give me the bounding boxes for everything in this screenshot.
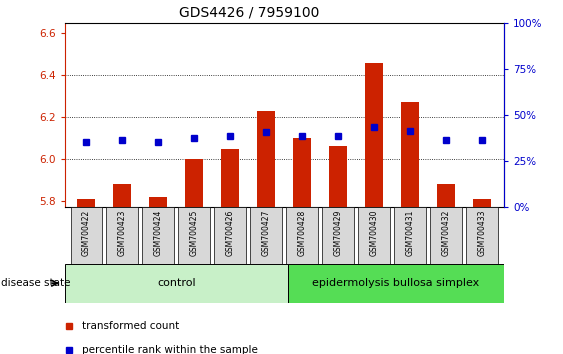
Bar xyxy=(431,207,462,264)
Text: GSM700433: GSM700433 xyxy=(478,209,487,256)
Bar xyxy=(178,207,210,264)
Bar xyxy=(395,207,426,264)
Text: GSM700422: GSM700422 xyxy=(82,209,91,256)
Text: GSM700428: GSM700428 xyxy=(298,209,307,256)
Bar xyxy=(467,207,498,264)
Bar xyxy=(329,147,347,207)
Text: GSM700430: GSM700430 xyxy=(370,209,379,256)
Bar xyxy=(185,159,203,207)
Text: GSM700429: GSM700429 xyxy=(334,209,343,256)
Bar xyxy=(365,63,383,207)
Bar xyxy=(70,207,102,264)
Text: GSM700431: GSM700431 xyxy=(406,209,415,256)
Bar xyxy=(215,207,246,264)
Bar xyxy=(473,199,491,207)
Text: epidermolysis bullosa simplex: epidermolysis bullosa simplex xyxy=(312,278,480,288)
Text: control: control xyxy=(157,278,195,288)
Bar xyxy=(149,196,167,207)
Text: percentile rank within the sample: percentile rank within the sample xyxy=(82,345,258,354)
Bar xyxy=(257,111,275,207)
Bar xyxy=(77,199,95,207)
Bar xyxy=(142,207,174,264)
Bar xyxy=(106,207,138,264)
Bar xyxy=(437,184,455,207)
Text: GSM700432: GSM700432 xyxy=(442,209,451,256)
Text: GSM700427: GSM700427 xyxy=(262,209,271,256)
Text: GSM700423: GSM700423 xyxy=(118,209,127,256)
Text: transformed count: transformed count xyxy=(82,321,180,331)
Text: GSM700426: GSM700426 xyxy=(226,209,235,256)
Text: GSM700424: GSM700424 xyxy=(154,209,163,256)
Bar xyxy=(251,207,282,264)
Bar xyxy=(401,103,419,207)
Text: disease state: disease state xyxy=(1,278,70,288)
Bar xyxy=(113,184,131,207)
Bar xyxy=(65,264,288,303)
Bar xyxy=(287,207,318,264)
Bar xyxy=(323,207,354,264)
Text: GSM700425: GSM700425 xyxy=(190,209,199,256)
Bar xyxy=(288,264,504,303)
Title: GDS4426 / 7959100: GDS4426 / 7959100 xyxy=(179,5,319,19)
Bar xyxy=(359,207,390,264)
Bar xyxy=(293,138,311,207)
Bar xyxy=(221,149,239,207)
